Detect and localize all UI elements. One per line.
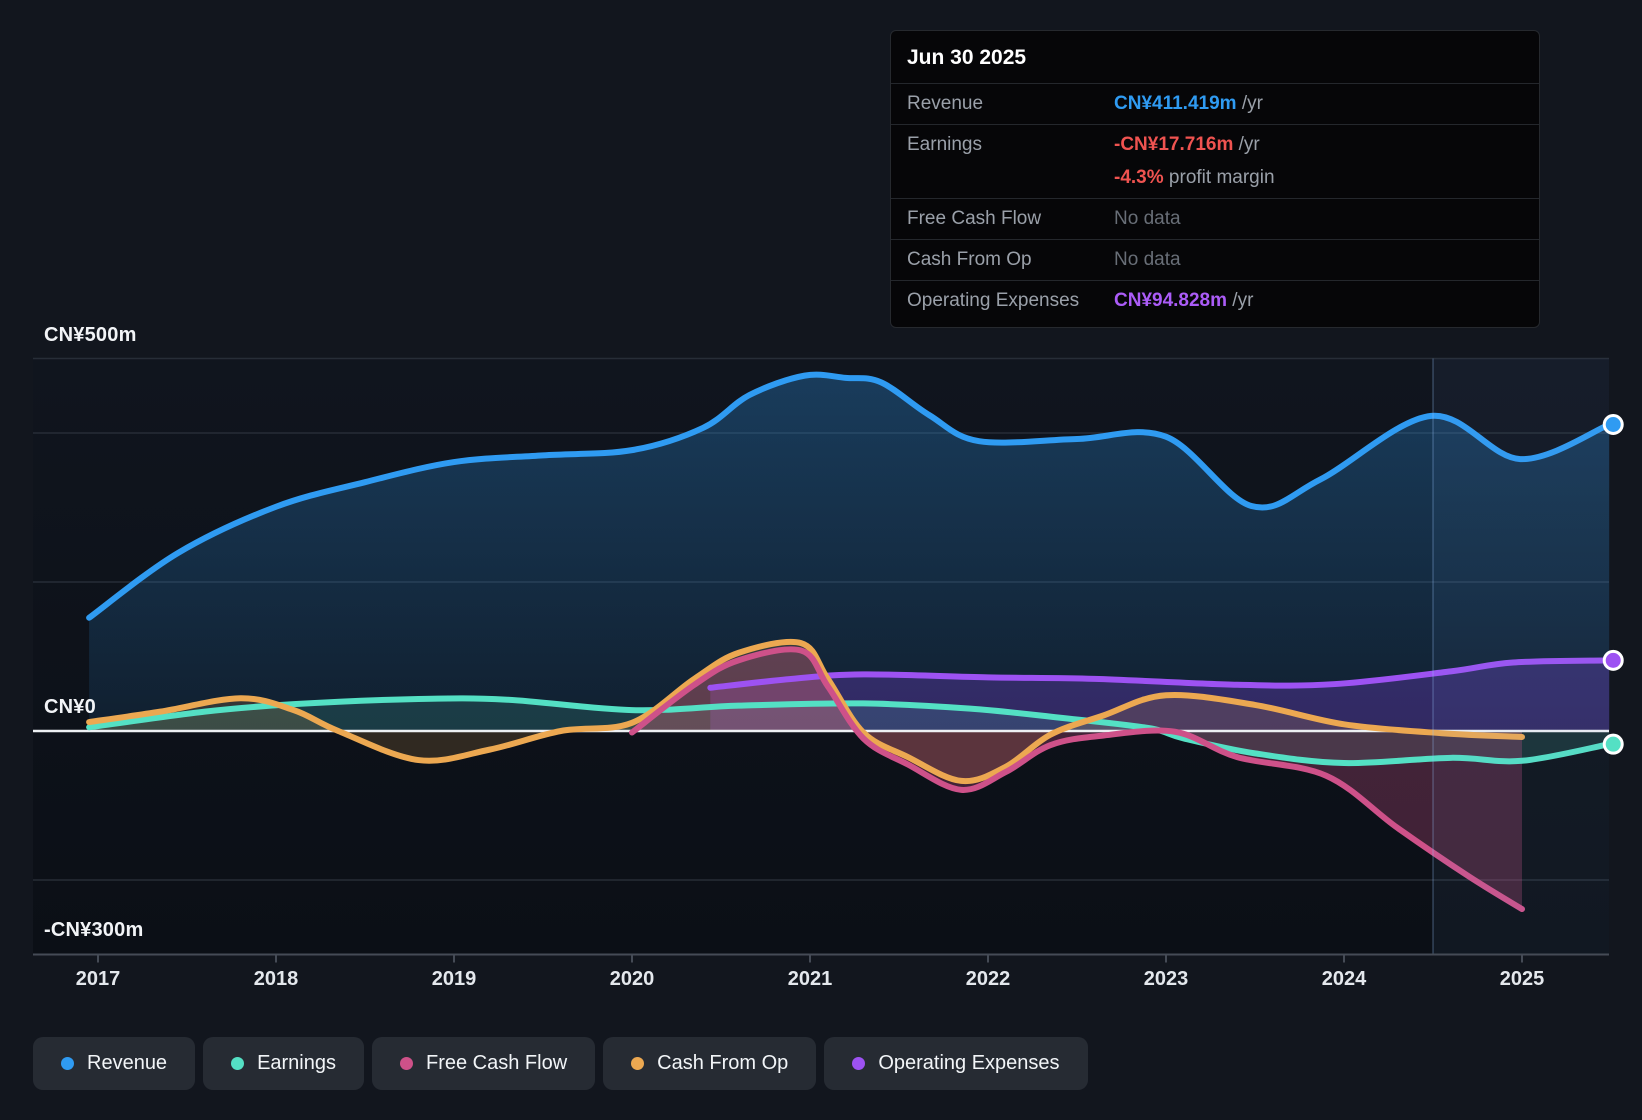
legend-label: Cash From Op — [657, 1052, 789, 1074]
tooltip-row-value: -CN¥17.716m /yr — [1114, 134, 1260, 155]
x-axis-label-2021: 2021 — [787, 968, 833, 990]
area-fill-free-cash-flow — [632, 649, 1522, 910]
legend-dot-icon — [231, 1057, 245, 1070]
y-axis-label-zero: CN¥0 — [44, 696, 96, 718]
tooltip-row-value: CN¥94.828m /yr — [1114, 290, 1254, 311]
y-axis-label-neg300m: -CN¥300m — [44, 919, 144, 941]
legend-label: Free Cash Flow — [426, 1052, 568, 1074]
end-marker-revenue[interactable] — [1602, 414, 1624, 436]
legend-item-cash-from-op[interactable]: Cash From Op — [603, 1037, 817, 1090]
chart-canvas[interactable] — [0, 0, 1642, 1000]
tooltip-row-cash-from-op: Cash From Op No data — [891, 239, 1539, 280]
area-fill-revenue — [89, 374, 1610, 731]
area-fill-cash-from-op — [89, 641, 1523, 782]
highlight-band — [1433, 358, 1609, 955]
tooltip-row-suffix: profit margin — [1163, 167, 1275, 188]
tooltip-row-label: Revenue — [907, 93, 984, 114]
tooltip-row-suffix: /yr — [1227, 290, 1254, 311]
tooltip-row-operating-expenses: Operating Expenses CN¥94.828m /yr — [891, 280, 1539, 321]
y-axis-label-500m: CN¥500m — [44, 324, 137, 346]
legend-label: Revenue — [87, 1052, 168, 1074]
x-axis-label-2017: 2017 — [75, 968, 121, 990]
tooltip-row-label: Earnings — [907, 134, 982, 155]
legend-item-operating-expenses[interactable]: Operating Expenses — [824, 1037, 1088, 1090]
chart-legend: Revenue Earnings Free Cash Flow Cash From O… — [33, 1037, 1088, 1090]
tooltip-rows: Revenue CN¥411.419m /yr Earnings -CN¥17.716… — [891, 83, 1539, 321]
legend-item-free-cash-flow[interactable]: Free Cash Flow — [372, 1037, 596, 1090]
line-revenue — [86, 371, 1613, 621]
tooltip-row-earnings: Earnings -CN¥17.716m /yr — [891, 124, 1539, 165]
end-marker-operating-expenses[interactable] — [1602, 649, 1624, 671]
tooltip-row-revenue: Revenue CN¥411.419m /yr — [891, 83, 1539, 124]
legend-dot-icon — [61, 1057, 74, 1070]
end-marker-earnings[interactable] — [1602, 733, 1624, 755]
x-axis-label-2025: 2025 — [1499, 968, 1545, 990]
line-operating-expenses — [707, 657, 1613, 691]
tooltip-row-value: CN¥411.419m /yr — [1114, 93, 1263, 114]
tooltip-row-suffix: /yr — [1233, 134, 1260, 155]
tooltip-row-value: No data — [1114, 249, 1181, 270]
legend-label: Earnings — [257, 1052, 336, 1074]
x-axis-label-2023: 2023 — [1143, 968, 1189, 990]
tooltip-date: Jun 30 2025 — [907, 46, 1027, 69]
tooltip-row-label: Cash From Op — [907, 249, 1032, 270]
legend-dot-icon — [852, 1057, 866, 1070]
tooltip-row-value: No data — [1114, 208, 1181, 229]
tooltip-row-profit-margin: -4.3% profit margin — [891, 165, 1539, 198]
stock-financials-chart[interactable]: CN¥500m CN¥0 -CN¥300m 2017 2018 2019 2020 20… — [0, 0, 1642, 1000]
tooltip-row-suffix: /yr — [1236, 93, 1263, 114]
legend-label: Operating Expenses — [878, 1052, 1060, 1074]
legend-item-earnings[interactable]: Earnings — [203, 1037, 364, 1090]
x-axis-label-2024: 2024 — [1321, 968, 1367, 990]
tooltip-row-free-cash-flow: Free Cash Flow No data — [891, 198, 1539, 239]
tooltip-row-label: Free Cash Flow — [907, 208, 1042, 229]
legend-dot-icon — [631, 1057, 645, 1070]
line-free-cash-flow — [629, 646, 1525, 913]
x-axis-label-2022: 2022 — [965, 968, 1011, 990]
chart-tooltip: Jun 30 2025 Revenue CN¥411.419m /yr Earnin… — [890, 30, 1540, 328]
line-cash-from-op — [86, 638, 1525, 785]
legend-dot-icon — [400, 1057, 413, 1070]
tooltip-row-label: Operating Expenses — [907, 290, 1080, 311]
x-axis-label-2018: 2018 — [253, 968, 299, 990]
x-axis-label-2020: 2020 — [609, 968, 655, 990]
line-earnings — [86, 695, 1613, 767]
tooltip-row-value: -4.3% profit margin — [1114, 167, 1275, 188]
x-axis-label-2019: 2019 — [431, 968, 477, 990]
legend-item-revenue[interactable]: Revenue — [33, 1037, 196, 1090]
